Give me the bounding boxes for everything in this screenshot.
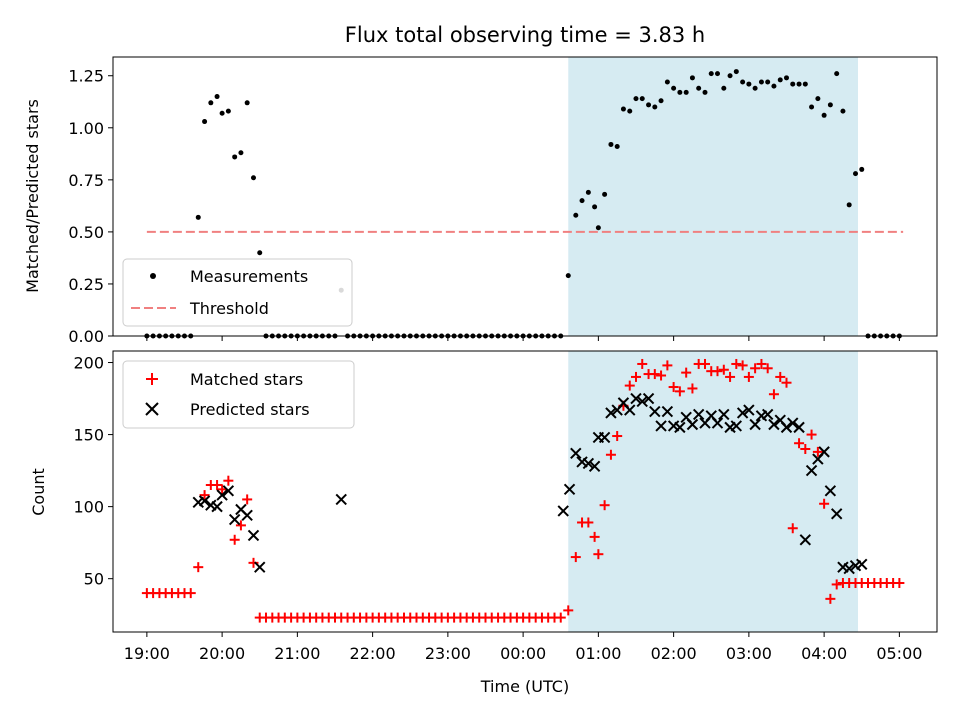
measurement-point <box>715 71 720 76</box>
measurement-point <box>652 104 657 109</box>
x-tick-label: 20:00 <box>199 644 245 663</box>
x-tick-label: 00:00 <box>500 644 546 663</box>
x-tick-label: 03:00 <box>726 644 772 663</box>
top-legend: Measurements Threshold <box>123 259 352 326</box>
measurement-point <box>740 79 745 84</box>
legend-marker-measurements <box>150 273 156 279</box>
measurement-point <box>784 75 789 80</box>
bottom-y-tick-label: 150 <box>73 426 104 445</box>
measurement-point <box>573 213 578 218</box>
legend-label-matched: Matched stars <box>190 370 303 389</box>
measurement-point <box>226 109 231 114</box>
measurement-point <box>677 90 682 95</box>
measurement-point <box>771 84 776 89</box>
x-tick-label: 22:00 <box>350 644 396 663</box>
top-y-tick-label: 0.00 <box>68 327 104 346</box>
bottom-y-tick-label: 200 <box>73 354 104 373</box>
measurement-point <box>703 90 708 95</box>
x-tick-label: 02:00 <box>651 644 697 663</box>
measurement-point <box>759 79 764 84</box>
bottom-y-axis-label: Count <box>29 468 48 516</box>
legend-label-measurements: Measurements <box>190 267 308 286</box>
measurement-point <box>853 171 858 176</box>
measurement-point <box>822 113 827 118</box>
measurement-point <box>803 82 808 87</box>
measurement-point <box>790 82 795 87</box>
x-tick-label: 21:00 <box>274 644 320 663</box>
measurement-point <box>220 111 225 116</box>
measurement-point <box>809 104 814 109</box>
measurement-point <box>834 71 839 76</box>
measurement-point <box>659 98 664 103</box>
x-tick-label: 23:00 <box>425 644 471 663</box>
measurement-point <box>640 96 645 101</box>
measurement-point <box>615 144 620 149</box>
measurement-point <box>621 107 626 112</box>
measurement-point <box>580 198 585 203</box>
measurement-point <box>633 96 638 101</box>
measurement-point <box>627 109 632 114</box>
measurement-point <box>257 250 262 255</box>
measurement-point <box>238 150 243 155</box>
measurement-point <box>847 202 852 207</box>
top-y-tick-label: 0.50 <box>68 223 104 242</box>
top-y-tick-label: 0.25 <box>68 275 104 294</box>
top-y-tick-label: 1.25 <box>68 67 104 86</box>
measurement-point <box>196 215 201 220</box>
measurement-point <box>215 94 220 99</box>
x-axis-label: Time (UTC) <box>480 677 569 696</box>
x-tick-label: 01:00 <box>575 644 621 663</box>
measurement-point <box>797 82 802 87</box>
chart-title: Flux total observing time = 3.83 h <box>345 23 705 47</box>
measurement-point <box>592 204 597 209</box>
measurement-point <box>728 73 733 78</box>
bottom-y-tick-label: 50 <box>84 570 104 589</box>
measurement-point <box>586 190 591 195</box>
measurement-point <box>765 79 770 84</box>
bottom-shaded-span <box>568 351 858 632</box>
measurement-point <box>596 225 601 230</box>
bottom-legend: Matched stars Predicted stars <box>123 361 354 428</box>
measurement-point <box>859 167 864 172</box>
x-tick-label: 19:00 <box>124 644 170 663</box>
measurement-point <box>671 86 676 91</box>
x-tick-label: 05:00 <box>876 644 922 663</box>
measurement-point <box>753 86 758 91</box>
measurement-point <box>690 75 695 80</box>
figure: 0.00 0.25 0.50 0.75 1.00 1.25 Flux total obse… <box>0 0 960 720</box>
measurement-point <box>208 100 213 105</box>
measurement-point <box>232 154 237 159</box>
top-y-tick-label: 1.00 <box>68 119 104 138</box>
measurement-point <box>245 100 250 105</box>
measurement-point <box>646 102 651 107</box>
measurement-point <box>665 79 670 84</box>
x-tick-label: 04:00 <box>801 644 847 663</box>
measurement-point <box>202 119 207 124</box>
measurement-point <box>608 142 613 147</box>
bottom-y-tick-label: 100 <box>73 498 104 517</box>
top-y-tick-label: 0.75 <box>68 171 104 190</box>
measurement-point <box>828 102 833 107</box>
top-y-axis-label: Matched/Predicted stars <box>23 99 42 293</box>
measurement-point <box>251 175 256 180</box>
measurement-point <box>721 86 726 91</box>
measurement-point <box>815 96 820 101</box>
top-shaded-span <box>568 57 858 336</box>
legend-label-predicted: Predicted stars <box>190 400 310 419</box>
measurement-point <box>709 71 714 76</box>
measurement-point <box>566 273 571 278</box>
measurement-point <box>684 90 689 95</box>
measurement-point <box>840 109 845 114</box>
measurement-point <box>602 192 607 197</box>
measurement-point <box>778 77 783 82</box>
measurement-point <box>746 82 751 87</box>
measurement-point <box>734 69 739 74</box>
measurement-point <box>696 86 701 91</box>
legend-label-threshold: Threshold <box>189 299 269 318</box>
